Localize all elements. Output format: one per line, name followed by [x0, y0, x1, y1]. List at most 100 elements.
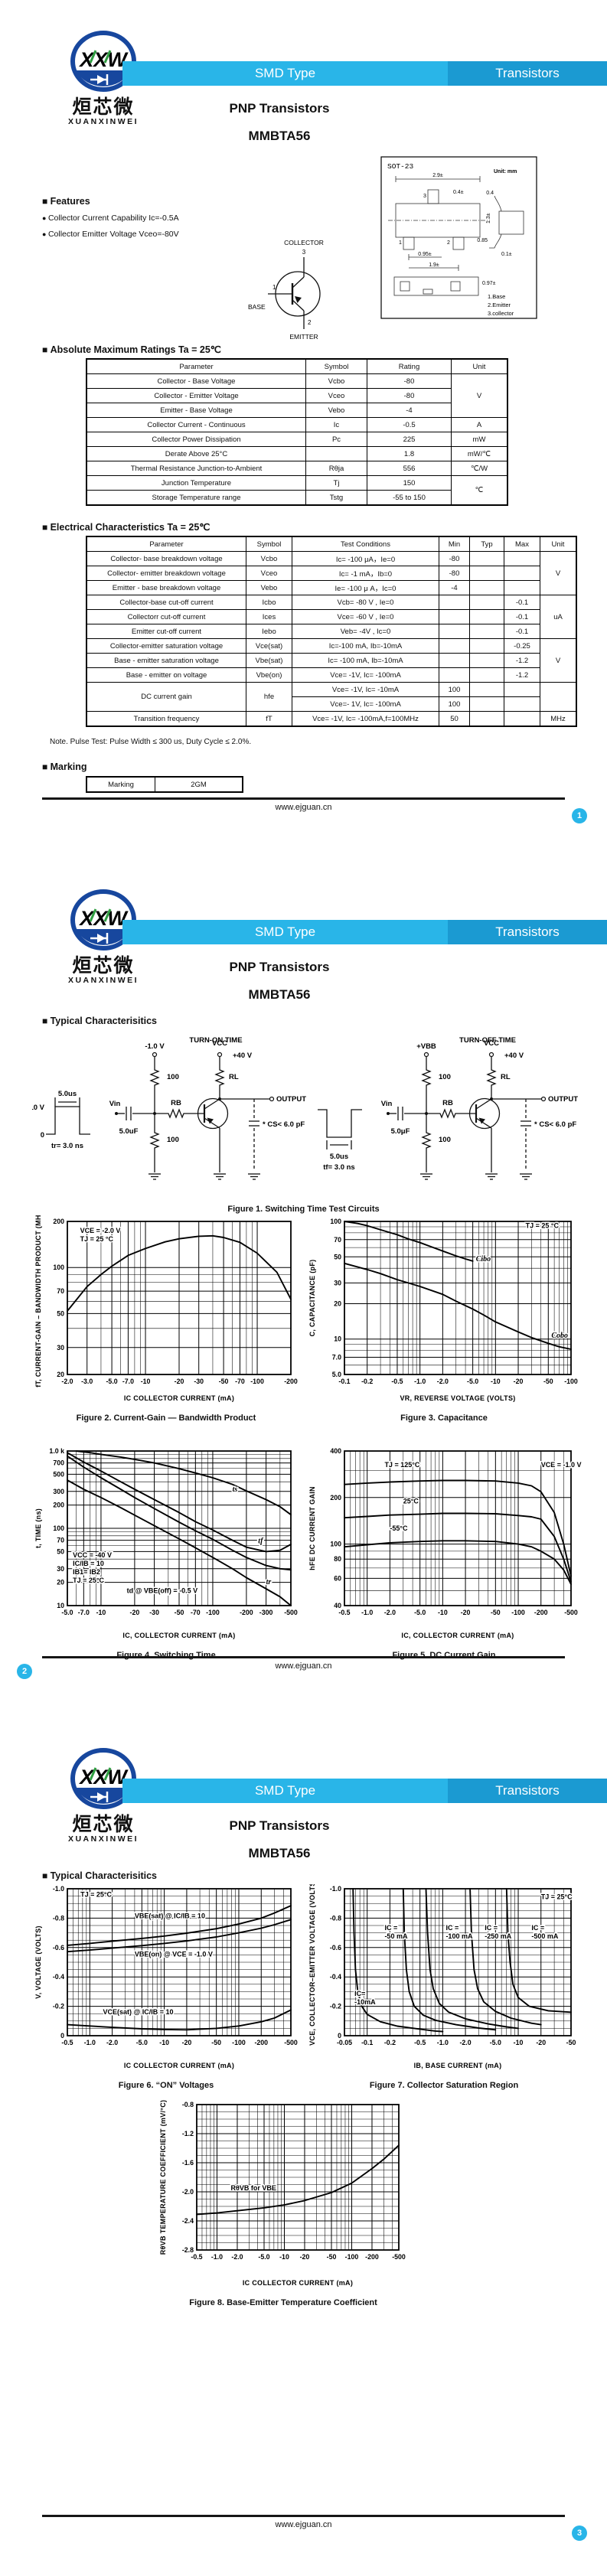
- table-row: Base - emitter saturation voltage Vbe(sat…: [86, 653, 576, 668]
- svg-text:-200: -200: [254, 2039, 268, 2046]
- table-row: Collector Power Dissipation Pc 225 mW: [86, 432, 508, 447]
- table-row: Collectorr cut-off current Ices Vce= -60 V…: [86, 609, 576, 624]
- package-name: SOT-23: [387, 162, 414, 171]
- table-cell: Ie= -100 μ A，Ic=0: [292, 580, 439, 595]
- table-cell: Rθja: [305, 461, 367, 476]
- table-cell: Vceo: [305, 388, 367, 403]
- page-2: XXW 烜芯微 XUANXINWEI SMD Type Transistors …: [0, 859, 607, 1717]
- svg-text:-5.0: -5.0: [467, 1378, 478, 1385]
- document-title: PNP Transistors: [229, 1818, 330, 1833]
- table-cell: Veb= -4V , Ic=0: [292, 624, 439, 639]
- table-cell: Vebo: [246, 580, 292, 595]
- figure6: -0.5 -1.0 -2.0 -5.0 -10 -20 -50 -100 -200 -500 -1.…: [32, 1884, 300, 2090]
- grid: [344, 1450, 572, 1606]
- table-cell: Vce(sat): [246, 638, 292, 654]
- table-cell: Vce= -1V, Ic= -10mA: [292, 682, 439, 697]
- footer-url: www.ejguan.cn: [275, 1661, 332, 1671]
- table-row: Collector - Base Voltage Vcbo -80 V: [86, 373, 508, 418]
- svg-text:50: 50: [57, 1309, 64, 1317]
- svg-text:-5.0: -5.0: [258, 2253, 269, 2261]
- pin-number: 3: [423, 194, 426, 199]
- pin2-label: 2: [308, 319, 312, 326]
- x-axis-label: IB, BASE CURRENT (mA): [414, 2062, 502, 2069]
- typical-characteristics-title: Typical Characterisitics: [42, 1870, 157, 1881]
- table-cell: [439, 624, 470, 639]
- table-row: Collector-emitter saturation voltage Vce(…: [86, 638, 577, 683]
- series-curves: [196, 2144, 400, 2216]
- svg-text:tr= 3.0 ns: tr= 3.0 ns: [51, 1142, 83, 1150]
- base-label: BASE: [248, 303, 266, 311]
- svg-text:VCC: VCC: [212, 1039, 227, 1048]
- header-bar-transistors: Transistors: [448, 920, 607, 944]
- table-cell: Vcb= -80 V , Ie=0: [292, 595, 439, 610]
- svg-text:200: 200: [53, 1502, 64, 1509]
- document-title: PNP Transistors: [229, 101, 330, 116]
- column-header: Max: [504, 536, 540, 552]
- svg-text:100: 100: [439, 1136, 451, 1144]
- svg-text:-7.0: -7.0: [78, 1609, 90, 1616]
- table-cell: [469, 682, 504, 697]
- table-row: Collector- emitter breakdown voltage Vceo…: [86, 566, 576, 581]
- document-title: PNP Transistors: [229, 960, 330, 974]
- table-cell: 100: [439, 696, 470, 712]
- table-cell: Emitter cut-off current: [86, 624, 246, 639]
- table-cell: [469, 609, 504, 624]
- svg-text:7.0: 7.0: [332, 1354, 341, 1361]
- table-row: Marking 2GM: [86, 776, 243, 793]
- table-row: Base - emitter on voltage Vbe(on) Vce= -1V…: [86, 667, 576, 683]
- table-cell: [439, 595, 470, 610]
- svg-text:+VBB: +VBB: [416, 1042, 436, 1051]
- header-bar-smd-type: SMD Type: [122, 61, 448, 86]
- svg-text:-0.5: -0.5: [191, 2253, 202, 2261]
- tick-labels: -0.5 -1.0 -2.0 -5.0 -10 -20 -50 -100 -200 -500 40 6…: [330, 1447, 578, 1616]
- figure7: -0.05 -0.1 -0.2 -0.5 -1.0 -2.0 -5.0 -10 -20 -50 -1…: [306, 1879, 582, 2090]
- svg-text:-100: -100: [250, 1378, 264, 1385]
- svg-text:-7.0: -7.0: [122, 1378, 134, 1385]
- grid: [344, 1888, 572, 2036]
- svg-text:-20: -20: [536, 2039, 546, 2046]
- company-logo: XXW 烜芯微 XUANXINWEI: [46, 1748, 161, 1844]
- svg-text:-50: -50: [327, 2253, 337, 2261]
- table-cell: Vce= -1V, Ic= -100mA: [292, 667, 439, 683]
- svg-text:-0.5: -0.5: [414, 2039, 426, 2046]
- svg-text:70: 70: [334, 1236, 341, 1244]
- svg-text:200: 200: [53, 1218, 64, 1225]
- dim-label: 0.95±: [418, 252, 432, 257]
- svg-text:TJ = 25°C: TJ = 25°C: [541, 1893, 573, 1900]
- svg-text:-10: -10: [438, 1609, 448, 1616]
- svg-text:-10: -10: [491, 1378, 501, 1385]
- table-cell: -1.2: [504, 667, 540, 683]
- figure4-chart: -5.0 -7.0 -10 -20 -30 -50 -70 -100 -200 -300 -500 1…: [34, 1447, 298, 1639]
- svg-text:100: 100: [167, 1136, 179, 1144]
- table-cell: Storage Temperature range: [86, 490, 306, 506]
- svg-text:10: 10: [334, 1335, 341, 1343]
- svg-text:VBE(on) @ VCE = -1.0 V: VBE(on) @ VCE = -1.0 V: [135, 1950, 213, 1958]
- svg-text:0: 0: [338, 2032, 341, 2040]
- svg-text:-0.2: -0.2: [384, 2039, 396, 2046]
- table-cell: Ices: [246, 609, 292, 624]
- table-row: Collector Current - Continuous Ic -0.5 A: [86, 417, 508, 432]
- svg-text:-0.2: -0.2: [330, 2003, 341, 2010]
- y-axis-label: VCE, COLLECTOR–EMITTER VOLTAGE (VOLTS): [308, 1884, 316, 2046]
- svg-text:IC =-250 mA: IC = -250 mA: [485, 1924, 512, 1940]
- table-cell: [504, 682, 540, 697]
- column-header: Unit: [540, 536, 577, 552]
- svg-text:-20: -20: [300, 2253, 310, 2261]
- svg-text:-10: -10: [279, 2253, 289, 2261]
- figure3-chart: -0.1 -0.2 -0.5 -1.0 -2.0 -5.0 -10 -20 -50 -100 5.0…: [308, 1218, 578, 1402]
- svg-text:-50: -50: [566, 2039, 576, 2046]
- table-cell: Vce=- 1V, Ic= -100mA: [292, 696, 439, 712]
- svg-text:Cobo: Cobo: [551, 1332, 568, 1340]
- table-cell: Icbo: [246, 595, 292, 610]
- table-cell: -0.1: [504, 595, 540, 610]
- table-cell: Emitter - base breakdown voltage: [86, 580, 246, 595]
- svg-text:-0.6: -0.6: [53, 1944, 64, 1952]
- x-axis-label: IC COLLECTOR CURRENT (mA): [124, 2062, 234, 2069]
- table-cell: Collector-emitter saturation voltage: [86, 638, 246, 654]
- svg-text:-70: -70: [235, 1378, 245, 1385]
- svg-text:+40 V: +40 V: [233, 1052, 253, 1060]
- svg-text:-1.0: -1.0: [361, 1609, 373, 1616]
- logo-letters: XXW: [78, 907, 129, 930]
- svg-text:-0.5: -0.5: [391, 1378, 403, 1385]
